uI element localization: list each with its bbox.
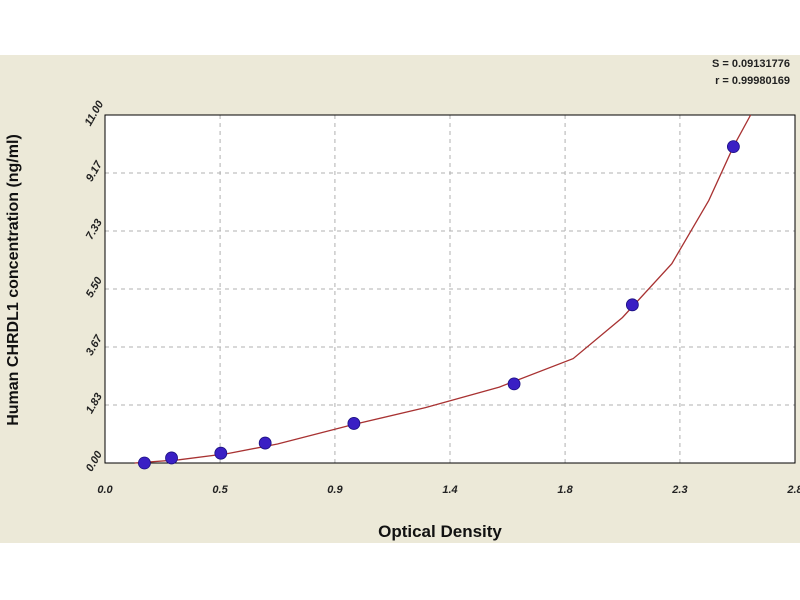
x-tick-label: 2.3 bbox=[671, 484, 687, 496]
y-tick-label: 11.00 bbox=[83, 98, 107, 128]
plot-frame bbox=[104, 114, 796, 464]
y-axis-title: Human CHRDL1 concentration (ng/ml) bbox=[5, 134, 22, 426]
y-tick-label: 7.33 bbox=[84, 217, 105, 242]
data-point bbox=[165, 451, 178, 465]
x-axis-title: Optical Density bbox=[378, 522, 502, 541]
data-point bbox=[726, 140, 740, 154]
chart: 0.0 0.5 0.9 1.4 1.8 2.3 2.8 0.00 1.83 3.67 5.50 7.3… bbox=[5, 58, 800, 541]
fit-statistic: r = 0.99980169 bbox=[715, 75, 790, 87]
x-tick-label: 0.0 bbox=[97, 484, 113, 496]
fit-statistic: S = 0.09131776 bbox=[712, 58, 790, 70]
x-tick-label: 0.9 bbox=[327, 484, 343, 496]
data-point bbox=[214, 446, 228, 460]
data-point bbox=[138, 456, 151, 470]
x-tick-label: 2.8 bbox=[786, 484, 800, 496]
x-tick-label: 1.8 bbox=[557, 484, 573, 496]
data-point bbox=[625, 298, 639, 312]
y-tick-label: 0.00 bbox=[84, 448, 106, 473]
y-tick-label: 3.67 bbox=[84, 332, 106, 357]
data-point bbox=[258, 436, 272, 450]
x-tick-label: 1.4 bbox=[442, 484, 457, 496]
data-point bbox=[347, 417, 361, 430]
fit-curve bbox=[134, 114, 752, 464]
y-tick-label: 9.17 bbox=[84, 158, 106, 183]
y-tick-label: 5.50 bbox=[84, 274, 106, 299]
y-tick-label: 1.83 bbox=[84, 391, 105, 416]
x-tick-label: 0.5 bbox=[212, 484, 228, 496]
data-point bbox=[507, 377, 521, 391]
